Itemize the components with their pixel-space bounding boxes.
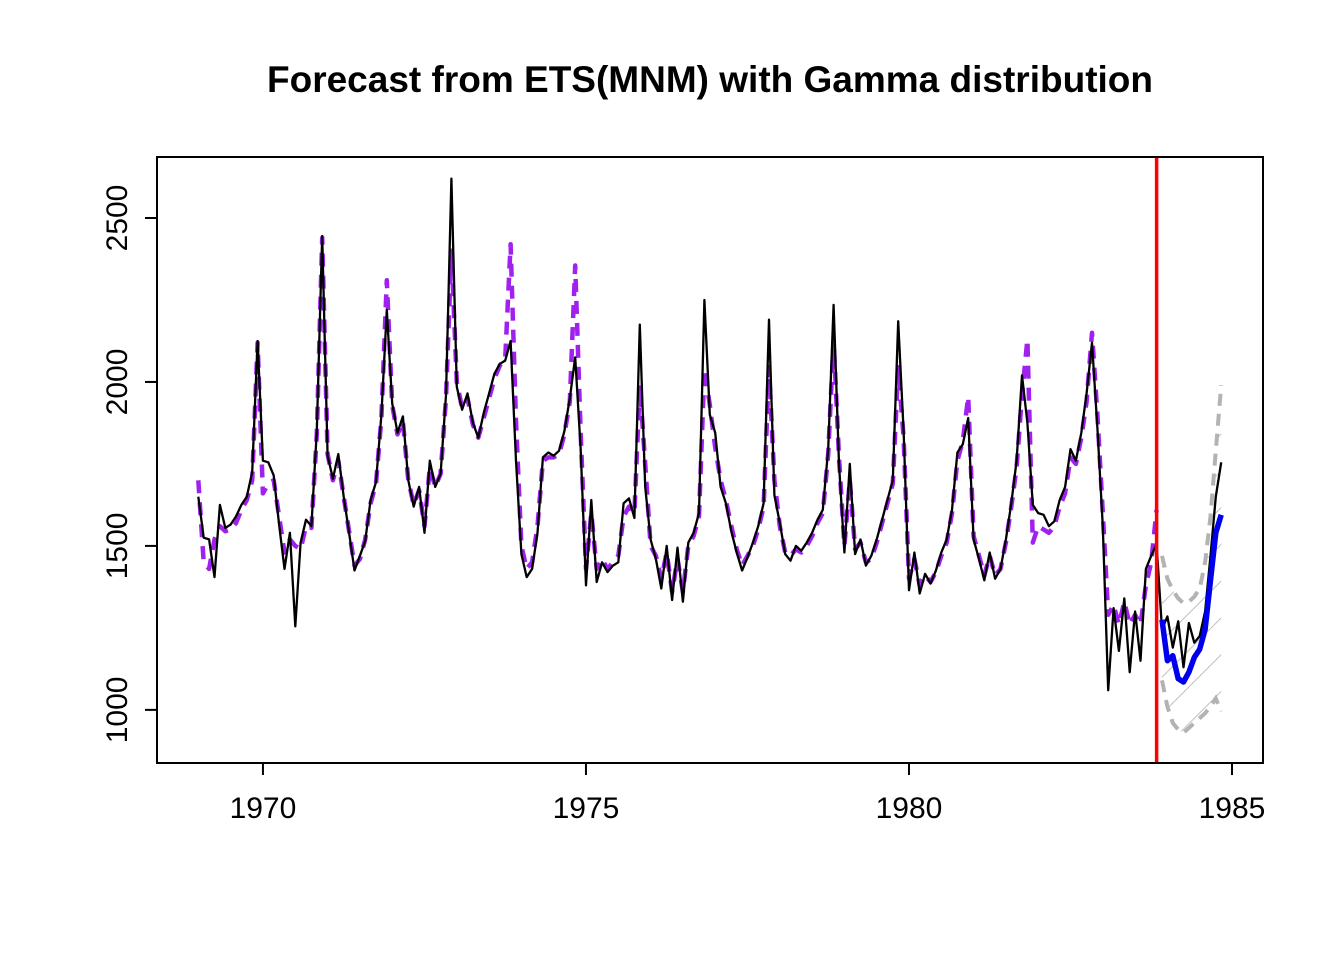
plot-box [156,156,1264,764]
point-forecast-line [1159,514,1224,685]
prediction-interval-fill [1162,385,1222,733]
y-axis-tick-label: 1000 [101,677,134,744]
actuals-line [197,177,1223,692]
chart-title: Forecast from ETS(MNM) with Gamma distri… [267,59,1153,100]
y-axis-tick-label: 2500 [101,185,134,252]
lower-bound-line [1160,679,1224,736]
x-axis-tick-label: 1980 [876,792,943,825]
x-axis-tick-label: 1985 [1199,792,1266,825]
fitted-line [196,235,1159,627]
x-axis-tick-label: 1970 [230,792,297,825]
series-lines [196,177,1224,692]
y-axis-tick-label: 2000 [101,349,134,416]
x-axis-tick-label: 1975 [553,792,620,825]
axes: 1970 1975 1980 1985 1000 1500 2000 2500 [101,156,1266,825]
prediction-interval-region [1160,385,1224,736]
upper-bound-line [1160,385,1224,606]
y-axis-tick-label: 1500 [101,513,134,580]
